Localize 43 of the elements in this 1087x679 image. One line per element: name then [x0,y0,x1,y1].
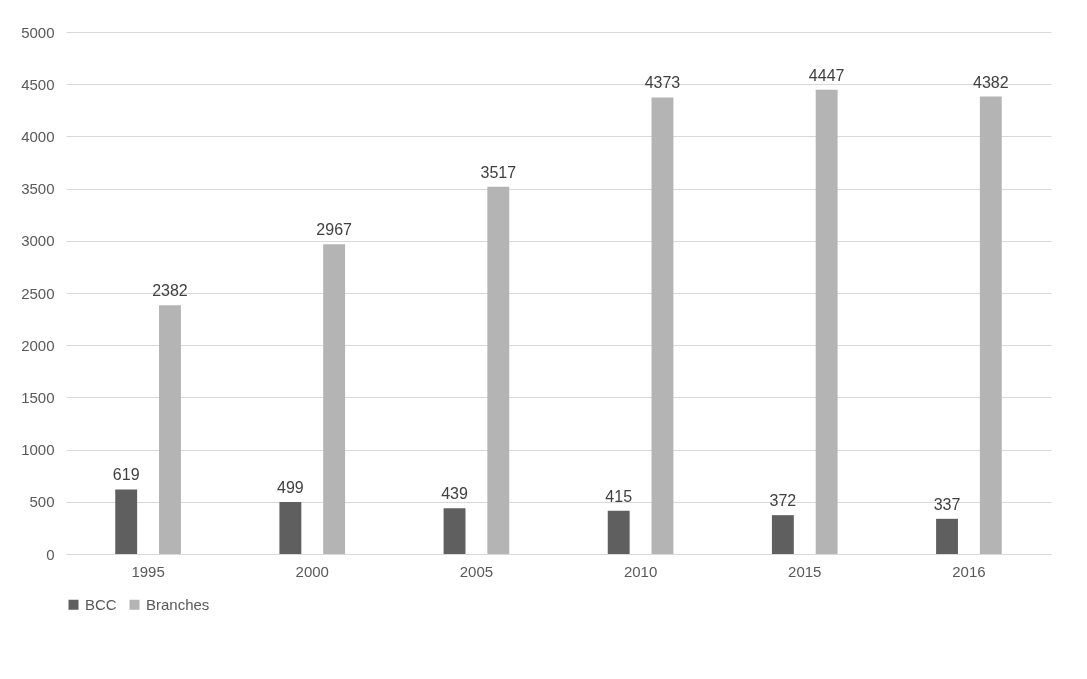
x-tick-label: 2016 [952,562,986,580]
data-label: 4373 [644,74,681,92]
bar [279,501,302,554]
bar [815,89,838,554]
y-tick-label: 0 [46,545,55,563]
data-label: 4447 [808,66,845,84]
data-label: 619 [112,466,140,484]
data-label: 337 [933,495,961,513]
y-tick-label: 4000 [21,127,55,145]
bar [771,515,794,554]
bar [936,518,958,554]
bar [159,305,181,554]
x-tick-label: 2005 [459,562,494,580]
y-tick-label: 3000 [21,232,55,250]
y-tick-label: 1500 [21,388,55,406]
bar [115,489,138,554]
y-tick-label: 2000 [21,336,55,354]
bar [651,97,674,554]
legend-label: BCC [85,595,117,613]
x-tick-label: 2000 [295,562,329,580]
data-label: 2967 [316,221,353,239]
bar [443,508,466,554]
data-label: 372 [769,492,797,510]
x-tick-label: 1995 [131,562,165,580]
data-label: 415 [605,487,633,505]
y-tick-label: 5000 [21,23,55,41]
x-tick-label: 2015 [788,562,822,580]
y-tick-label: 500 [29,493,55,511]
y-tick-label: 4500 [21,75,55,93]
y-tick-label: 3500 [21,180,55,198]
bar [323,244,346,554]
bar [607,510,630,554]
bar [487,186,510,554]
data-label: 4382 [973,73,1009,91]
legend-label: Branches [146,595,210,613]
data-label: 3517 [480,163,517,181]
data-label: 439 [441,485,468,503]
bar [979,96,1002,554]
data-label: 2382 [152,282,188,300]
data-label: 499 [277,478,304,496]
x-tick-label: 2010 [623,562,658,580]
y-tick-label: 2500 [21,284,55,302]
y-tick-label: 1000 [21,441,55,459]
